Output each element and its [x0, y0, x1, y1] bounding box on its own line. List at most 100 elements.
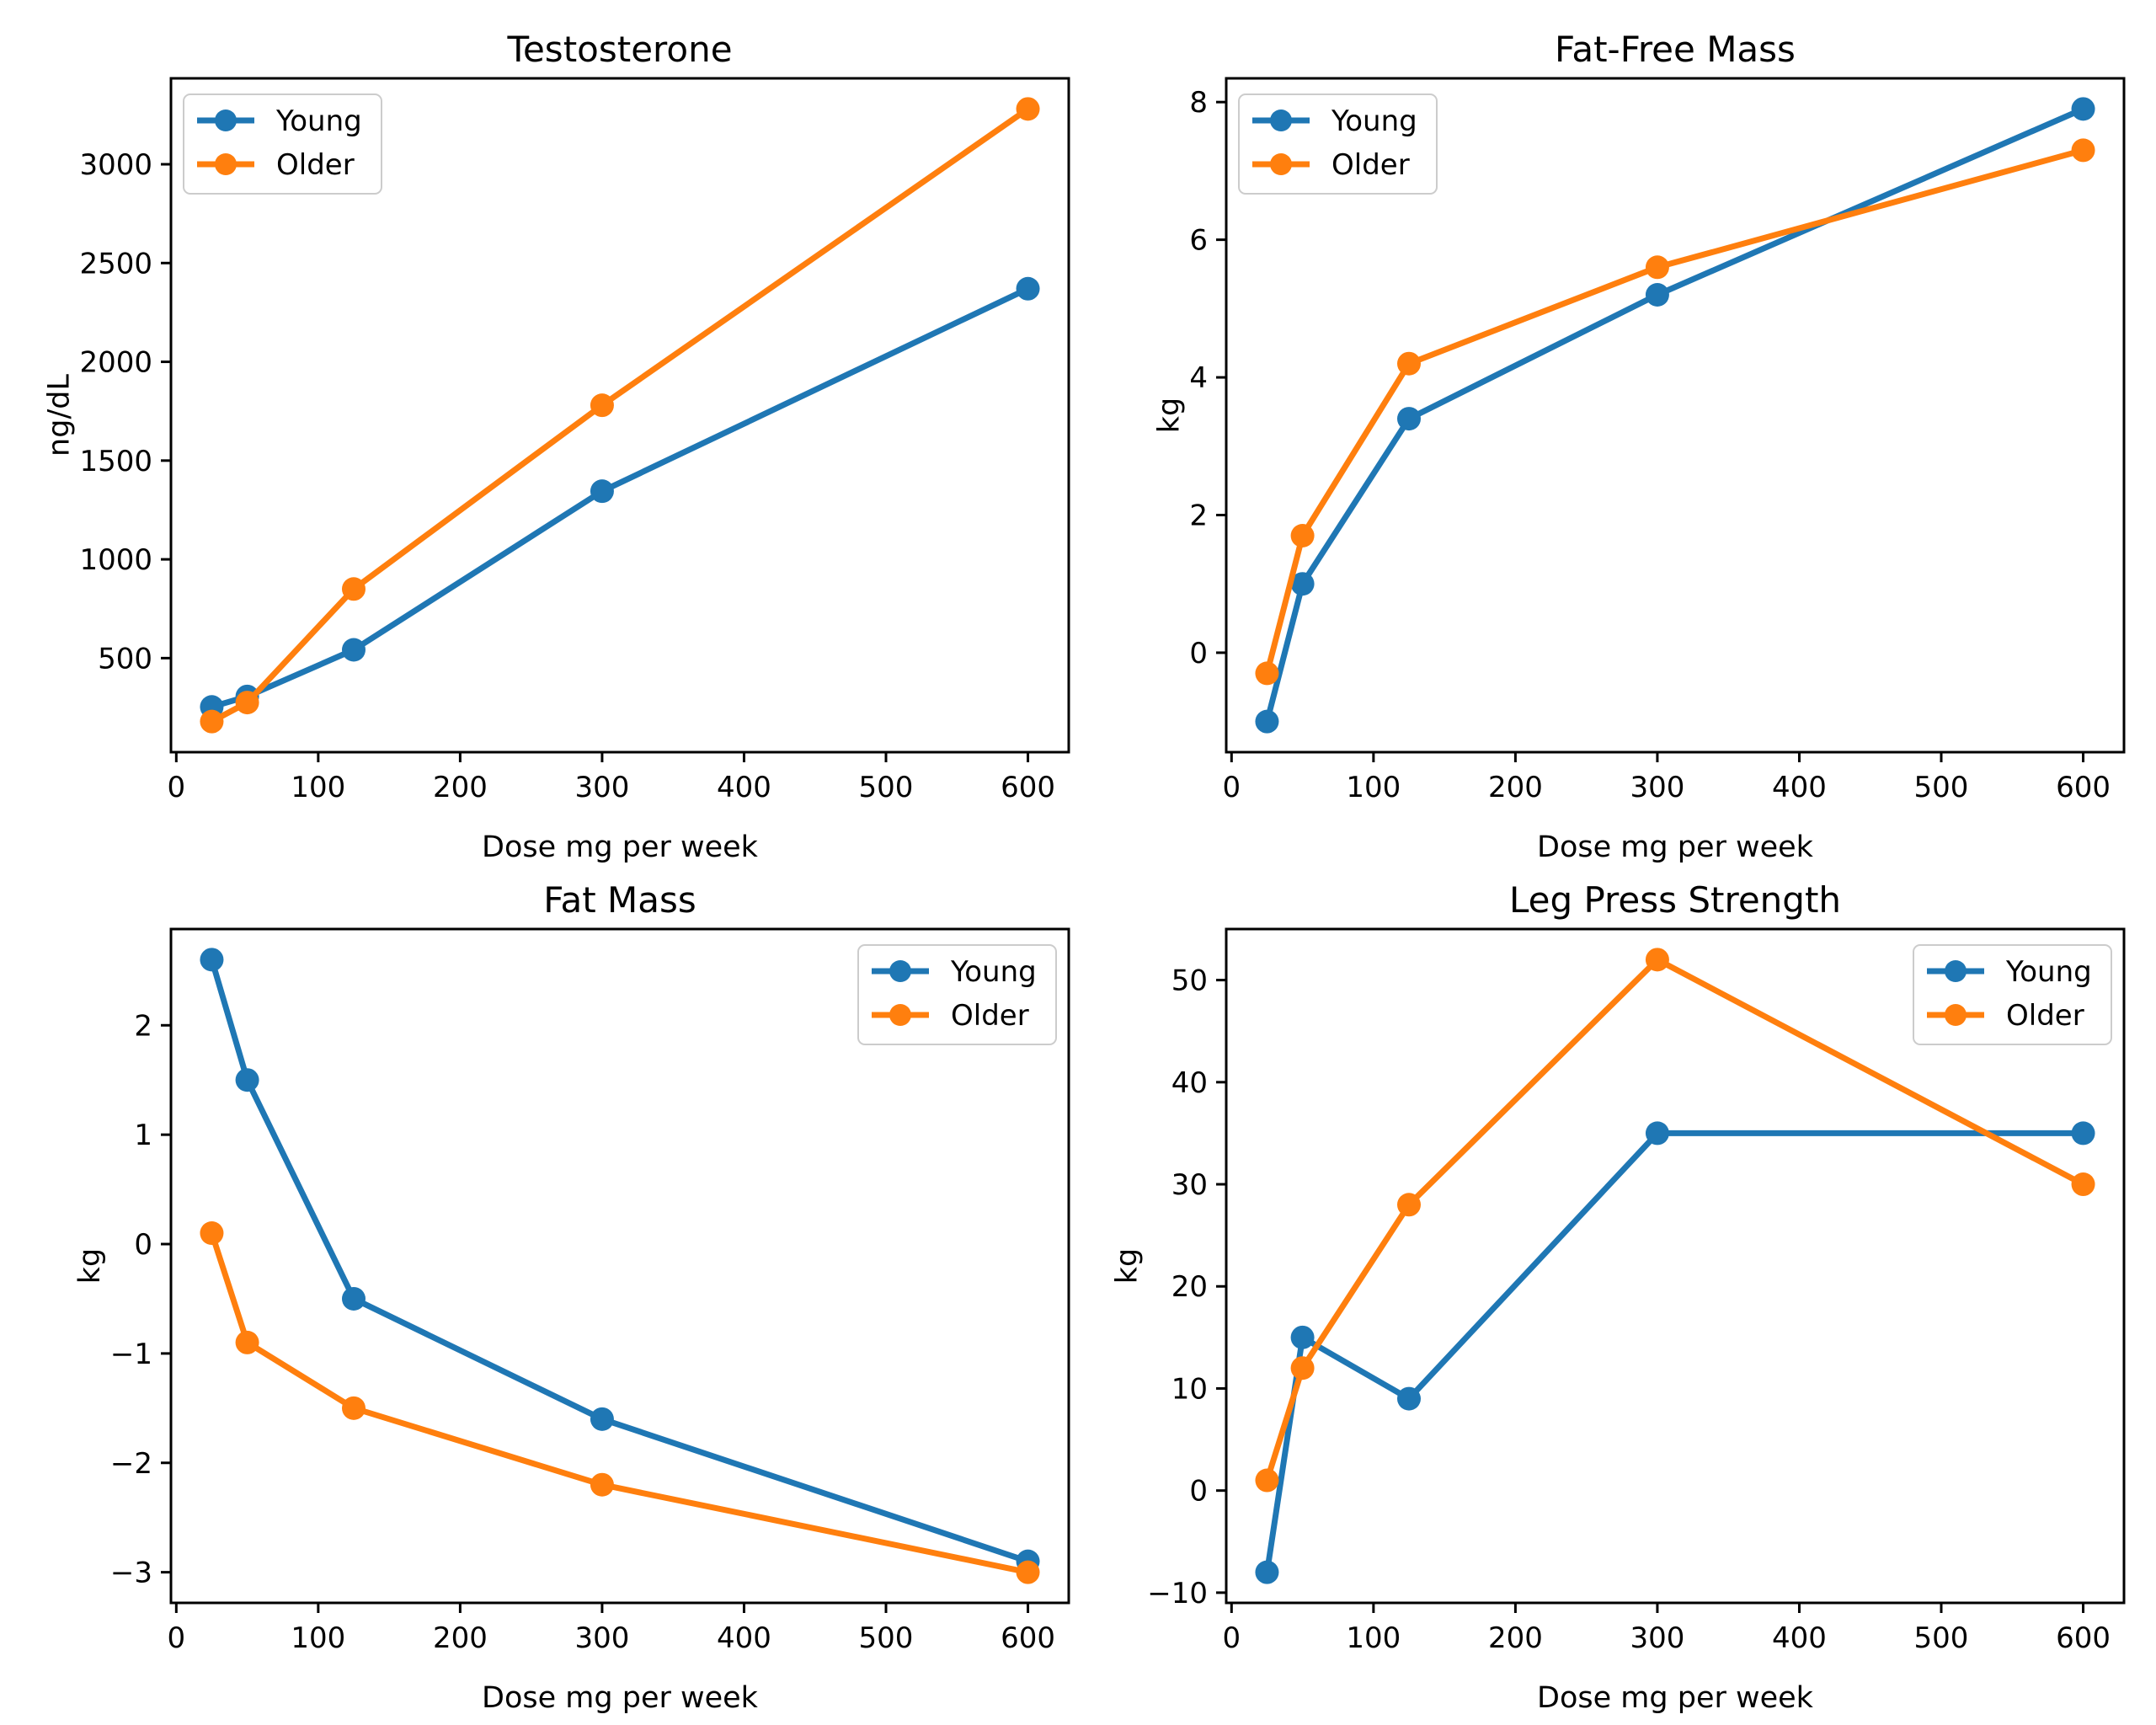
x-axis-tick-label: 600 — [2056, 771, 2111, 804]
y-axis-tick-label: 4 — [1189, 361, 1208, 395]
y-axis-label: ng/dL — [43, 374, 77, 457]
y-axis-tick-label: 1 — [134, 1119, 152, 1152]
data-point-older — [590, 1472, 614, 1497]
axes-frame — [1225, 77, 2126, 754]
y-axis-tick-label: 20 — [1171, 1270, 1208, 1304]
y-axis-tick-label: 3000 — [79, 148, 152, 182]
y-axis-tick-label: 1000 — [79, 543, 152, 577]
x-axis-tick-label: 400 — [717, 1621, 771, 1655]
y-axis-tick-label: 8 — [1189, 86, 1208, 120]
data-point-young — [235, 1068, 259, 1092]
subplot-fat-free-mass: 0 100 200 300 400 500 600 0 2 4 6 8 Fat-Free Mass Dos… — [1152, 29, 2126, 862]
x-axis-label: Dose mg per week — [482, 1681, 759, 1715]
data-point-young — [1645, 1121, 1669, 1146]
data-point-older — [2071, 1172, 2095, 1197]
legend: Young Older — [1238, 93, 1438, 195]
x-axis-tick-label: 0 — [167, 771, 185, 804]
legend-label: Young — [2005, 955, 2092, 989]
data-point-older — [200, 1221, 224, 1246]
legend: Young Older — [183, 93, 382, 195]
x-axis-tick-label: 400 — [1772, 1621, 1827, 1655]
x-axis-tick-label: 200 — [433, 771, 488, 804]
x-axis-label: Dose mg per week — [1537, 1681, 1814, 1715]
y-axis-tick-label: 0 — [1189, 637, 1208, 670]
x-axis-tick-label: 300 — [1630, 1621, 1684, 1655]
x-axis-tick-label: 0 — [167, 1621, 185, 1655]
data-point-older — [235, 691, 259, 715]
x-axis-tick-label: 200 — [1488, 771, 1543, 804]
subplot-title: Fat-Free Mass — [1555, 29, 1796, 70]
y-axis-tick-label: 10 — [1171, 1372, 1208, 1406]
y-axis-tick-label: −2 — [110, 1447, 152, 1481]
y-axis-tick-label: −3 — [110, 1557, 152, 1590]
subplot-title: Testosterone — [506, 29, 732, 70]
subplot-title: Fat Mass — [543, 879, 696, 921]
legend-handle-marker — [215, 109, 237, 131]
y-axis-tick-label: 2000 — [79, 346, 152, 380]
legend-handle-marker — [1270, 109, 1292, 131]
legend-label: Older — [1331, 148, 1410, 182]
x-axis-tick-label: 0 — [1222, 1621, 1241, 1655]
data-point-older — [341, 1396, 366, 1420]
y-axis-tick-label: 40 — [1171, 1066, 1208, 1100]
legend-label: Young — [1331, 104, 1417, 138]
y-axis-tick-label: 2 — [134, 1009, 152, 1043]
x-axis-tick-label: 0 — [1222, 771, 1241, 804]
legend-handle-marker — [1270, 153, 1292, 175]
data-point-older — [1016, 1560, 1040, 1584]
legend-handle-marker — [889, 1004, 911, 1026]
legend-label: Young — [950, 955, 1037, 989]
y-axis-label: kg — [1110, 1248, 1144, 1284]
x-axis-tick-label: 300 — [1630, 771, 1684, 804]
x-axis-tick-label: 300 — [574, 1621, 629, 1655]
data-point-young — [2071, 97, 2095, 121]
data-point-older — [1255, 661, 1279, 686]
data-point-young — [1396, 407, 1421, 431]
legend-handle-marker — [1945, 1004, 1967, 1026]
data-point-young — [1645, 282, 1669, 307]
data-point-older — [200, 709, 224, 734]
data-point-older — [1396, 1193, 1421, 1217]
data-point-older — [1255, 1468, 1279, 1493]
legend-handle-marker — [215, 153, 237, 175]
data-point-young — [590, 479, 614, 504]
data-point-older — [1290, 1356, 1315, 1381]
data-point-young — [1016, 276, 1040, 301]
axes-frame — [169, 927, 1070, 1605]
data-point-young — [1255, 709, 1279, 734]
y-axis-tick-label: 2 — [1189, 499, 1208, 532]
data-point-young — [341, 1286, 366, 1311]
x-axis-tick-label: 100 — [1346, 771, 1401, 804]
data-point-older — [235, 1330, 259, 1354]
subplot-leg-press-strength: 0 100 200 300 400 500 600 −10 0 10 20 30 40 50 Leg Pre… — [1110, 879, 2126, 1715]
subplot-testosterone: 0 100 200 300 400 500 600 500 1000 1500 2000 2500 30… — [43, 29, 1070, 862]
x-axis-tick-label: 100 — [291, 771, 345, 804]
x-axis-tick-label: 200 — [433, 1621, 488, 1655]
legend-label: Young — [275, 104, 362, 138]
y-axis-tick-label: 0 — [134, 1228, 152, 1262]
x-axis-tick-label: 400 — [717, 771, 771, 804]
data-point-young — [590, 1407, 614, 1431]
data-point-older — [1016, 97, 1040, 121]
y-axis-tick-label: 50 — [1171, 964, 1208, 998]
data-point-young — [2071, 1121, 2095, 1146]
x-axis-tick-label: 500 — [859, 771, 914, 804]
legend-label: Older — [951, 999, 1029, 1033]
x-axis-label: Dose mg per week — [1537, 830, 1814, 862]
x-axis-tick-label: 600 — [2056, 1621, 2111, 1655]
data-point-young — [1290, 1325, 1315, 1349]
x-axis-tick-label: 300 — [574, 771, 629, 804]
axes-frame — [169, 77, 1070, 754]
y-axis-tick-label: 1500 — [79, 445, 152, 478]
axes-frame — [1225, 927, 2126, 1605]
data-point-older — [2071, 138, 2095, 163]
y-axis-tick-label: −1 — [110, 1338, 152, 1371]
subplot-fat-mass: 0 100 200 300 400 500 600 −3 −2 −1 0 1 2 Fat Mass Dose… — [73, 879, 1070, 1715]
y-axis-label: kg — [1152, 398, 1186, 434]
y-axis-label: kg — [73, 1248, 107, 1284]
legend: Young Older — [857, 944, 1057, 1045]
x-axis-tick-label: 200 — [1488, 1621, 1543, 1655]
legend-handle-marker — [1945, 960, 1967, 982]
x-axis-tick-label: 500 — [1914, 771, 1969, 804]
